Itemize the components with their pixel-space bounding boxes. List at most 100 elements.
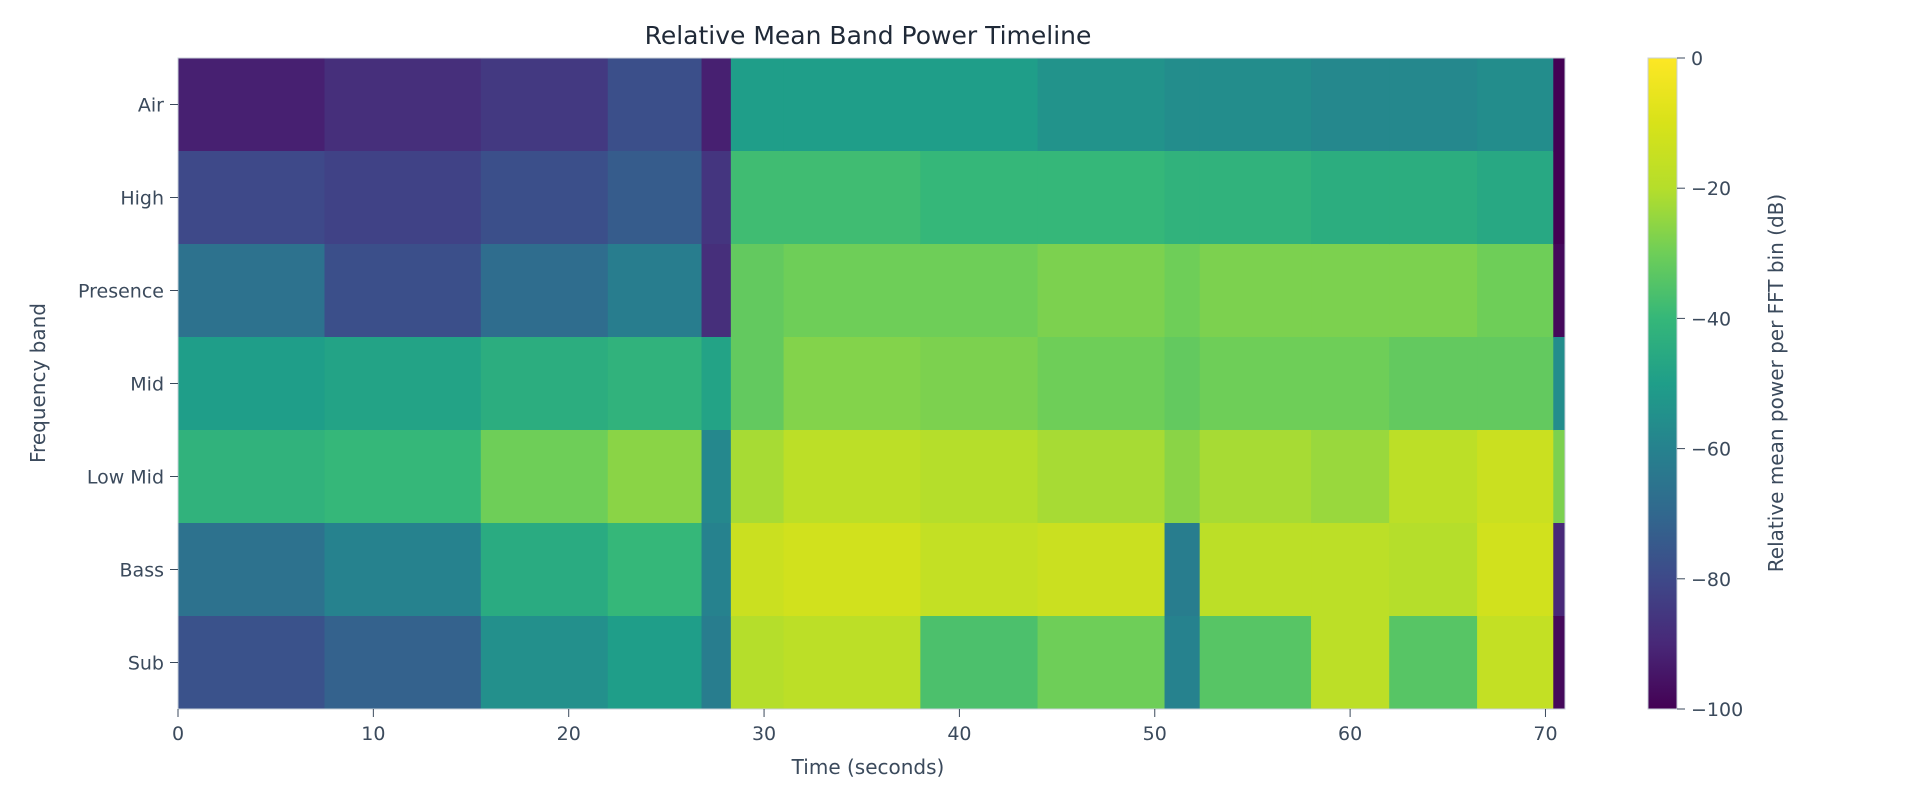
heatmap-cell-7-2 — [920, 244, 1039, 338]
colorbar-tick-label: 0 — [1691, 48, 1703, 70]
colorbar-tick-label: −40 — [1691, 308, 1731, 330]
colorbar-tick-label: −60 — [1691, 439, 1731, 461]
heatmap-cell-3-4 — [607, 430, 703, 524]
x-tick-label: 70 — [1533, 723, 1557, 745]
heatmap-cell-10-2 — [1199, 244, 1312, 338]
heatmap-cell-8-3 — [1037, 337, 1166, 431]
heatmap-cell-4-4 — [701, 430, 732, 524]
x-tick-label: 20 — [557, 723, 581, 745]
heatmap-cell-6-6 — [783, 616, 921, 709]
heatmap-cell-9-0 — [1164, 58, 1201, 152]
colorbar-tick-label: −100 — [1691, 699, 1743, 721]
heatmap-cell-2-2 — [480, 244, 609, 338]
y-tick-label: Presence — [78, 281, 164, 303]
heatmap-cell-7-5 — [920, 523, 1039, 617]
heatmap-cell-8-4 — [1037, 430, 1166, 524]
heatmap-cell-11-4 — [1311, 430, 1390, 524]
heatmap-cell-13-5 — [1477, 523, 1554, 617]
heatmap-cell-6-3 — [783, 337, 921, 431]
heatmap-cell-2-4 — [480, 430, 609, 524]
heatmap-cell-11-2 — [1311, 244, 1390, 338]
x-axis: 0 10 20 30 40 50 60 70 — [172, 709, 1558, 745]
y-axis-label: Frequency band — [26, 303, 50, 463]
y-tick-label: Low Mid — [87, 467, 164, 489]
heatmap-cell-14-5 — [1553, 523, 1565, 617]
heatmap-cell-13-4 — [1477, 430, 1554, 524]
heatmap-cell-9-3 — [1164, 337, 1201, 431]
heatmap-cell-1-6 — [324, 616, 482, 709]
heatmap-cell-9-5 — [1164, 523, 1201, 617]
y-axis: Air High Presence Mid Low Mid Bass Sub — [78, 95, 178, 675]
heatmap-cell-8-2 — [1037, 244, 1166, 338]
heatmap-cell-8-0 — [1037, 58, 1166, 152]
heatmap-cell-3-1 — [607, 151, 703, 245]
heatmap-cell-1-2 — [324, 244, 482, 338]
heatmap-cell-5-2 — [730, 244, 785, 338]
heatmap-cell-12-5 — [1389, 523, 1478, 617]
heatmap-cell-7-4 — [920, 430, 1039, 524]
heatmap-cell-10-0 — [1199, 58, 1312, 152]
heatmap-cell-14-3 — [1553, 337, 1565, 431]
heatmap-cell-11-3 — [1311, 337, 1390, 431]
heatmap-cell-1-3 — [324, 337, 482, 431]
y-tick-label: High — [120, 188, 164, 210]
heatmap-cell-13-0 — [1477, 58, 1554, 152]
heatmap-cell-6-5 — [783, 523, 921, 617]
y-tick-label: Air — [138, 95, 164, 117]
heatmap-cell-5-4 — [730, 430, 785, 524]
heatmap-cells — [178, 58, 1565, 709]
x-axis-label: Time (seconds) — [791, 755, 945, 779]
heatmap-cell-11-6 — [1311, 616, 1390, 709]
heatmap-cell-10-3 — [1199, 337, 1312, 431]
heatmap-cell-7-6 — [920, 616, 1039, 709]
heatmap-cell-0-2 — [178, 244, 326, 338]
y-tick-label: Bass — [120, 560, 164, 582]
heatmap-cell-9-1 — [1164, 151, 1201, 245]
heatmap-cell-10-1 — [1199, 151, 1312, 245]
colorbar-tick-label: −20 — [1691, 178, 1731, 200]
colorbar-tick-label: −80 — [1691, 569, 1731, 591]
x-tick-label: 40 — [947, 723, 971, 745]
heatmap-cell-10-4 — [1199, 430, 1312, 524]
chart-title: Relative Mean Band Power Timeline — [645, 21, 1092, 50]
heatmap-cell-14-6 — [1553, 616, 1565, 709]
heatmap-cell-13-1 — [1477, 151, 1554, 245]
heatmap-cell-7-0 — [920, 58, 1039, 152]
heatmap-cell-1-4 — [324, 430, 482, 524]
x-tick-label: 0 — [172, 723, 184, 745]
x-tick-label: 60 — [1338, 723, 1362, 745]
heatmap-cell-0-4 — [178, 430, 326, 524]
heatmap-cell-9-4 — [1164, 430, 1201, 524]
heatmap-cell-3-5 — [607, 523, 703, 617]
heatmap-cell-0-0 — [178, 58, 326, 152]
heatmap-cell-4-3 — [701, 337, 732, 431]
heatmap-cell-3-6 — [607, 616, 703, 709]
x-tick-label: 50 — [1143, 723, 1167, 745]
colorbar-label: Relative mean power per FFT bin (dB) — [1764, 194, 1788, 572]
x-tick-label: 10 — [361, 723, 385, 745]
heatmap-cell-6-4 — [783, 430, 921, 524]
heatmap-cell-13-6 — [1477, 616, 1554, 709]
heatmap-cell-5-1 — [730, 151, 785, 245]
heatmap-cell-2-0 — [480, 58, 609, 152]
heatmap-cell-8-6 — [1037, 616, 1166, 709]
heatmap-cell-0-1 — [178, 151, 326, 245]
heatmap-cell-10-5 — [1199, 523, 1312, 617]
heatmap-cell-3-2 — [607, 244, 703, 338]
heatmap-cell-2-5 — [480, 523, 609, 617]
heatmap-cell-4-5 — [701, 523, 732, 617]
heatmap-cell-0-6 — [178, 616, 326, 709]
heatmap-cell-12-1 — [1389, 151, 1478, 245]
heatmap-cell-9-2 — [1164, 244, 1201, 338]
y-tick-label: Sub — [128, 653, 164, 675]
heatmap-cell-9-6 — [1164, 616, 1201, 709]
heatmap-cell-4-1 — [701, 151, 732, 245]
heatmap-cell-7-3 — [920, 337, 1039, 431]
heatmap-cell-7-1 — [920, 151, 1039, 245]
heatmap-cell-14-0 — [1553, 58, 1565, 152]
heatmap-cell-12-2 — [1389, 244, 1478, 338]
heatmap-cell-5-6 — [730, 616, 785, 709]
heatmap-cell-0-3 — [178, 337, 326, 431]
heatmap-cell-3-0 — [607, 58, 703, 152]
